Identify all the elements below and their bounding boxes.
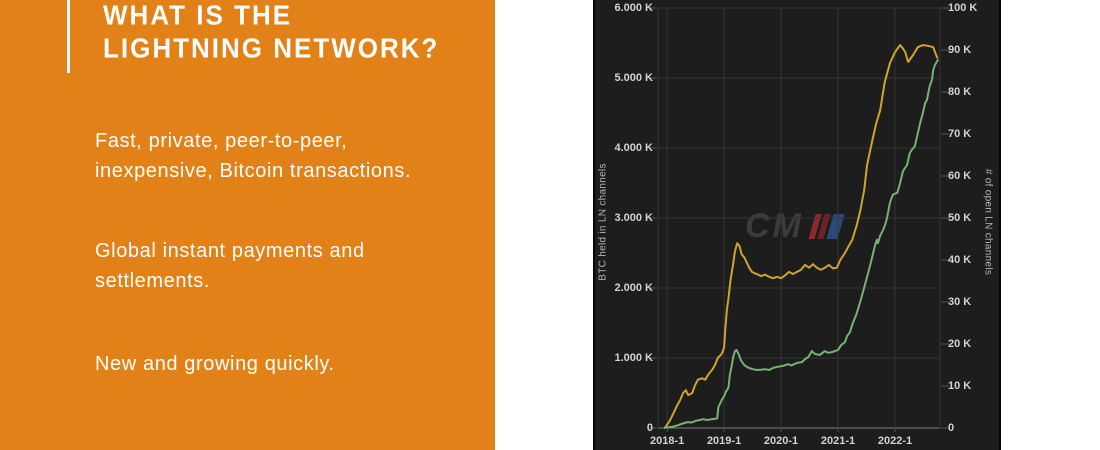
axis-tick-label: 5.000 K [614,72,653,84]
bullet-1-line2: inexpensive, Bitcoin transactions. [95,160,412,182]
chart-border-left [593,0,595,450]
axis-tick-label: 2022-1 [877,435,913,447]
axis-tick-label: 0 [646,422,653,434]
axis-tick-label: 1.000 K [614,352,653,364]
series-line-channels [663,59,939,429]
bullet-3-line1: New and growing quickly. [95,353,335,375]
axis-tick-label: 40 K [948,254,972,266]
watermark-text: CM [745,207,804,245]
axis-tick-label: 80 K [948,86,972,98]
text-panel: WHAT IS THE LIGHTNING NETWORK? Fast, pri… [0,0,495,450]
page-title: WHAT IS THE LIGHTNING NETWORK? [103,0,439,64]
axis-tick-label: 30 K [948,296,972,308]
axis-tick-label: 70 K [948,128,972,140]
axis-tick-label: 100 K [948,2,978,14]
chart: CM BTC held in LN channels # of open LN … [593,0,1001,450]
axis-tick-label: 60 K [948,170,972,182]
axis-tick-label: 2020-1 [763,435,799,447]
axis-tick-label: 0 [948,422,955,434]
series-line-btc [663,44,939,429]
chart-canvas [649,7,949,432]
bullet-2-line1: Global instant payments and [95,240,365,262]
axis-tick-label: 2021-1 [820,435,856,447]
axis-tick-label: 2018-1 [649,435,685,447]
axis-tick-label: 6.000 K [614,2,653,14]
bullet-1: Fast, private, peer-to-peer, inexpensive… [95,126,411,186]
axis-tick-label: 2019-1 [706,435,742,447]
bullet-3: New and growing quickly. [95,349,335,379]
axis-tick-label: 20 K [948,338,972,350]
axis-tick-label: 90 K [948,44,972,56]
title-accent-bar [67,0,70,73]
axis-tick-label: 2.000 K [614,282,653,294]
axis-tick-label: 50 K [948,212,972,224]
coinmetrics-watermark: CM [745,207,845,245]
bullet-2: Global instant payments and settlements. [95,236,365,296]
axis-tick-label: 3.000 K [614,212,653,224]
bullet-1-line1: Fast, private, peer-to-peer, [95,130,348,152]
bullet-2-line2: settlements. [95,270,211,292]
axis-tick-label: 4.000 K [614,142,653,154]
chart-border-right [999,0,1001,450]
page-title-line1: WHAT IS THE [103,0,293,31]
page-title-line2: LIGHTNING NETWORK? [103,32,440,64]
right-axis-title: # of open LN channels [982,168,994,276]
axis-tick-label: 10 K [948,380,972,392]
